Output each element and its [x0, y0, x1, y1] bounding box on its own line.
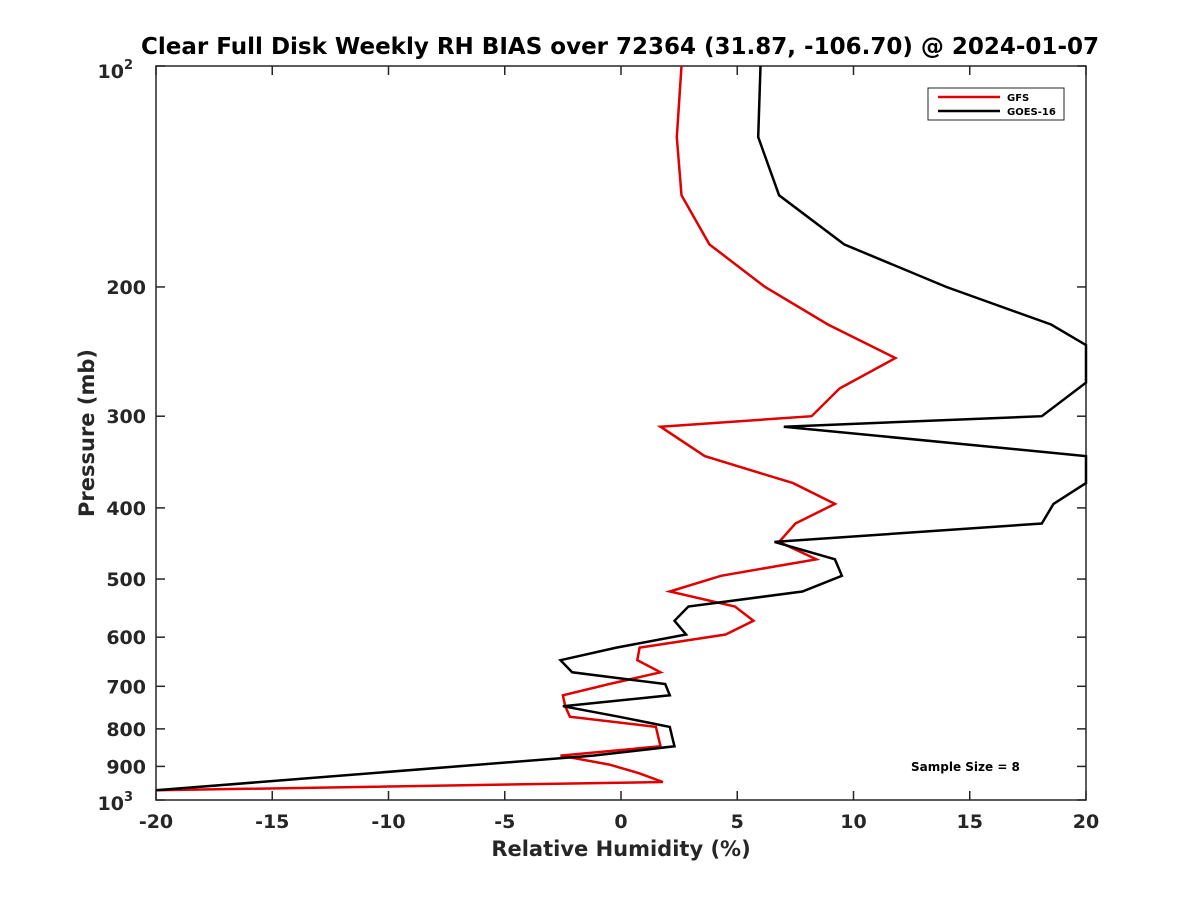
series-line-goes16: [155, 65, 1088, 792]
y-tick-label: 700: [106, 676, 146, 698]
y-tick-exp-bottom: 3: [124, 790, 133, 805]
y-tick-exp-base-bottom: 10: [98, 793, 124, 815]
y-tick-label-100: 102: [98, 58, 134, 83]
y-tick-label: 200: [106, 277, 146, 299]
y-tick-label: 300: [106, 406, 146, 428]
y-tick-label: 600: [106, 627, 146, 649]
x-tick-label: -15: [255, 811, 289, 833]
x-axis-ticks: -20 -15 -10 -5 0 5 10 15 20: [139, 66, 1099, 833]
legend: GFS GOES-16: [927, 87, 1065, 121]
x-tick-label: -5: [494, 811, 515, 833]
legend-label-goes16: GOES-16: [1007, 107, 1056, 118]
x-tick-label: -20: [139, 811, 173, 833]
x-tick-label: 10: [840, 811, 866, 833]
y-tick-label: 800: [106, 719, 146, 741]
y-tick-exp-top: 2: [124, 58, 133, 73]
chart-title: Clear Full Disk Weekly RH BIAS over 7236…: [141, 34, 1099, 60]
y-tick-label: 500: [106, 569, 146, 591]
x-tick-label: 20: [1073, 811, 1099, 833]
y-axis-ticks: 200 300 400 500 600 700 800 900: [106, 65, 1086, 801]
y-tick-exp-base: 10: [98, 61, 124, 83]
x-tick-label: 0: [614, 811, 627, 833]
series-line-gfs: [155, 65, 899, 792]
legend-box: [927, 87, 1065, 121]
y-tick-label: 400: [106, 498, 146, 520]
plot-frame: [155, 65, 1087, 801]
x-tick-label: -10: [371, 811, 405, 833]
y-tick-label: 900: [106, 756, 146, 778]
y-axis-label: Pressure (mb): [75, 349, 99, 517]
y-tick-label-1000: 103: [98, 790, 134, 815]
sample-size-annotation: Sample Size = 8: [911, 760, 1020, 774]
x-axis-label: Relative Humidity (%): [491, 837, 750, 861]
x-tick-label: 15: [957, 811, 983, 833]
legend-label-gfs: GFS: [1007, 93, 1029, 104]
x-tick-label: 5: [731, 811, 744, 833]
series-layer: [155, 65, 1088, 792]
